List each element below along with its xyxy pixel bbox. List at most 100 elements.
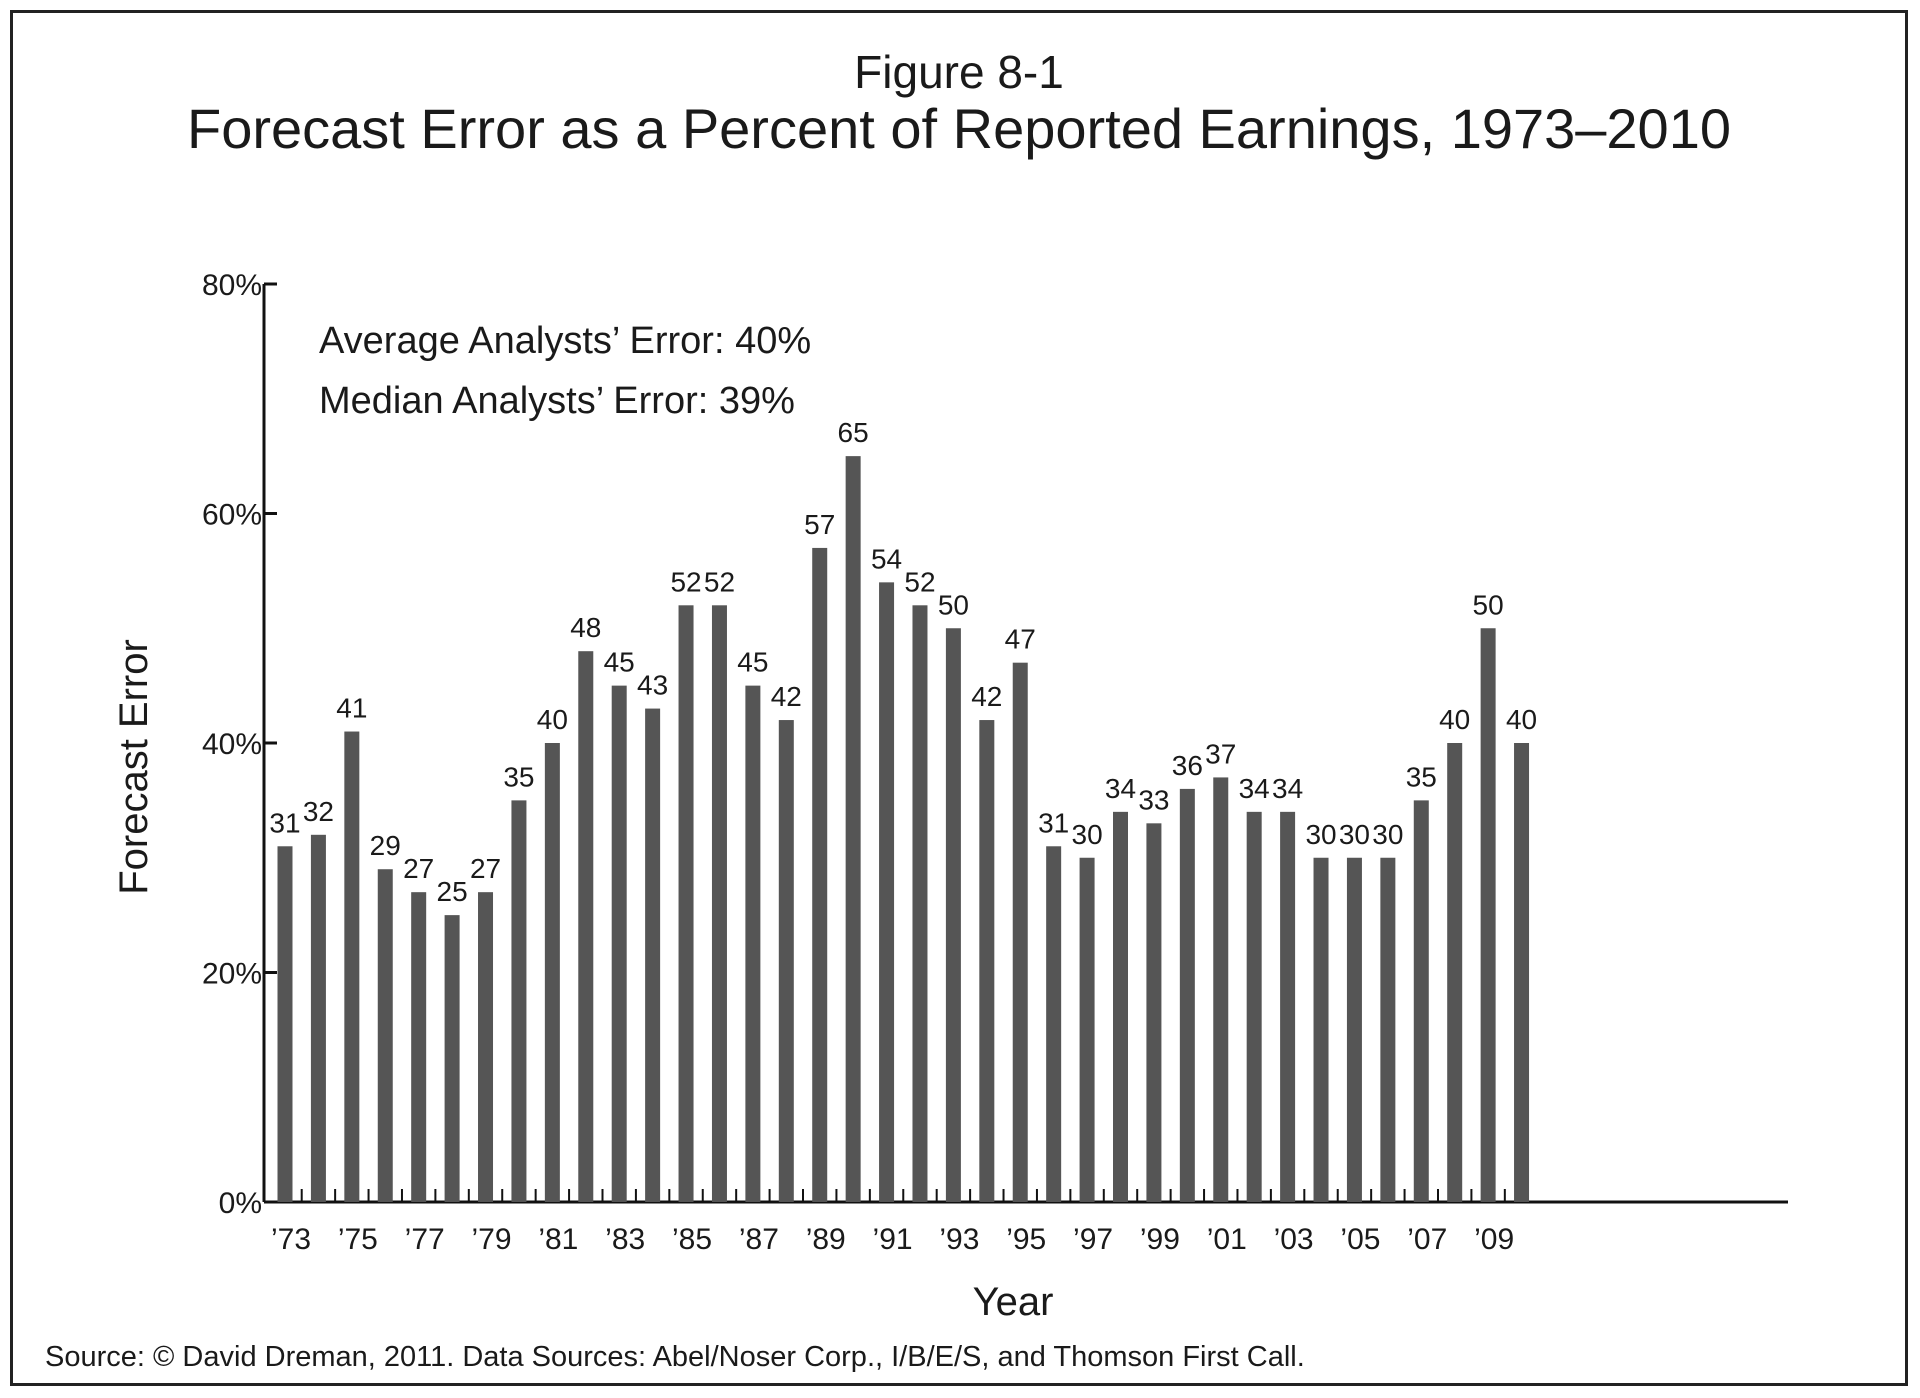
bar (979, 720, 995, 1202)
x-tick-label: ’91 (873, 1223, 913, 1256)
x-tick-label: ’77 (405, 1223, 445, 1256)
figure-frame: Figure 8-1 Forecast Error as a Percent o… (10, 10, 1908, 1386)
bar (1246, 811, 1262, 1202)
bar-value-label: 48 (570, 612, 601, 643)
bar (678, 605, 694, 1202)
source-note: Source: © David Dreman, 2011. Data Sourc… (45, 1341, 1305, 1373)
x-tick-label: ’79 (471, 1223, 511, 1256)
x-tick-label: ’03 (1274, 1223, 1314, 1256)
bar (1113, 811, 1128, 1202)
bar-value-label: 65 (838, 417, 869, 448)
bar-value-label: 29 (370, 830, 401, 861)
bar (1079, 857, 1095, 1202)
y-axis-label: Forecast Error (112, 639, 156, 895)
bar-value-label: 30 (1372, 819, 1403, 850)
bar (277, 846, 293, 1202)
bar-value-label: 33 (1138, 784, 1169, 815)
bar (1514, 743, 1530, 1202)
bar (945, 628, 961, 1202)
bar (310, 834, 326, 1202)
annotation-median: Median Analysts’ Error: 39% (319, 380, 795, 422)
x-tick-label: ’07 (1407, 1223, 1447, 1256)
bar-chart: Figure 8-1 Forecast Error as a Percent o… (45, 46, 1788, 1373)
bar-value-label: 52 (704, 566, 735, 597)
bar (1280, 811, 1296, 1202)
bar-value-label: 52 (904, 566, 935, 597)
y-tick-label: 60% (202, 499, 262, 532)
bar-value-label: 36 (1172, 750, 1203, 781)
x-tick-label: ’81 (538, 1223, 578, 1256)
bar-value-label: 25 (437, 876, 468, 907)
x-tick-label: ’95 (1006, 1223, 1046, 1256)
bar (578, 651, 594, 1202)
bar (611, 685, 627, 1202)
x-tick-label: ’09 (1474, 1223, 1514, 1256)
bar-value-label: 40 (1506, 704, 1537, 735)
bar (745, 685, 761, 1202)
bar (444, 915, 460, 1202)
bar-value-label: 54 (871, 543, 902, 574)
bar-value-label: 30 (1305, 819, 1336, 850)
bar-value-label: 52 (670, 566, 701, 597)
bar-value-label: 40 (537, 704, 568, 735)
x-tick-label: ’87 (739, 1223, 779, 1256)
bar (711, 605, 727, 1202)
bar (377, 869, 393, 1202)
x-tick-label: ’97 (1073, 1223, 1113, 1256)
bar-value-label: 35 (503, 761, 534, 792)
bar-value-label: 27 (403, 853, 434, 884)
bar-value-label: 42 (971, 681, 1002, 712)
bar-value-label: 27 (470, 853, 501, 884)
bar (544, 743, 560, 1202)
bar (411, 892, 427, 1202)
bar-value-label: 45 (604, 647, 635, 678)
bar-value-label: 42 (771, 681, 802, 712)
x-tick-label: ’01 (1207, 1223, 1247, 1256)
annotation-average: Average Analysts’ Error: 40% (319, 320, 811, 362)
bar (812, 547, 828, 1202)
bar-value-label: 34 (1239, 773, 1270, 804)
bar (1447, 743, 1463, 1202)
bar-value-label: 30 (1072, 819, 1103, 850)
bar (1012, 662, 1028, 1202)
bar-value-label: 31 (269, 807, 300, 838)
bar-value-label: 30 (1339, 819, 1370, 850)
x-tick-label: ’89 (806, 1223, 846, 1256)
bar (1413, 800, 1429, 1202)
x-tick-label: ’83 (605, 1223, 645, 1256)
bar (1146, 823, 1162, 1202)
bar-value-label: 50 (938, 589, 969, 620)
bar-value-label: 40 (1439, 704, 1470, 735)
bar (845, 456, 861, 1202)
bars-group (277, 456, 1530, 1202)
x-tick-label: ’73 (271, 1223, 311, 1256)
x-tick-label: ’93 (939, 1223, 979, 1256)
figure-label: Figure 8-1 (854, 46, 1064, 98)
bar (1213, 777, 1229, 1202)
bar-value-label: 43 (637, 670, 668, 701)
bar (1046, 846, 1062, 1202)
bar-value-label: 41 (336, 693, 367, 724)
bar-value-label: 34 (1272, 773, 1303, 804)
bar (879, 582, 895, 1202)
bar-value-label: 37 (1205, 738, 1236, 769)
bar (1480, 628, 1496, 1202)
x-tick-label: ’05 (1340, 1223, 1380, 1256)
y-tick-label: 20% (202, 958, 262, 991)
x-tick-label: ’85 (672, 1223, 712, 1256)
x-tick-label: ’75 (338, 1223, 378, 1256)
bar (1380, 857, 1396, 1202)
bar-value-label: 35 (1406, 761, 1437, 792)
bar (645, 708, 661, 1202)
x-axis-label: Year (973, 1280, 1054, 1324)
bar-value-label: 31 (1038, 807, 1069, 838)
x-tick-label: ’99 (1140, 1223, 1180, 1256)
bar-value-label: 47 (1005, 624, 1036, 655)
bar-value-label: 45 (737, 647, 768, 678)
bar-value-label: 32 (303, 796, 334, 827)
bar (1346, 857, 1362, 1202)
bar (1313, 857, 1329, 1202)
bar-value-label: 57 (804, 509, 835, 540)
y-tick-label: 80% (202, 269, 262, 302)
